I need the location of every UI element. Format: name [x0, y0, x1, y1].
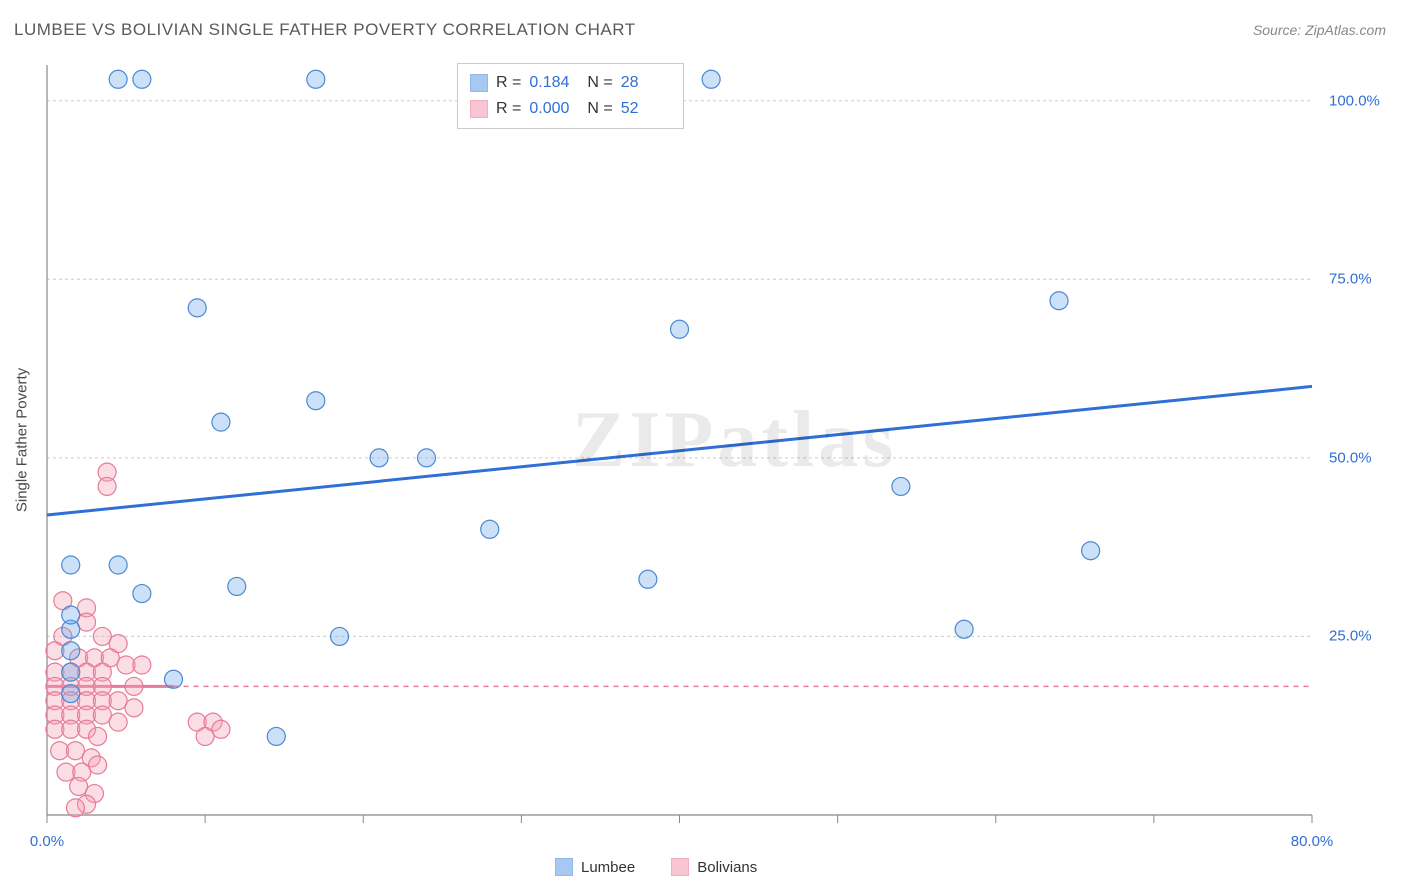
chart-title: LUMBEE VS BOLIVIAN SINGLE FATHER POVERTY… — [14, 20, 636, 40]
bolivians-n-value: 52 — [621, 100, 671, 118]
scatter-plot — [42, 55, 1317, 845]
n-label: N = — [587, 100, 612, 118]
source-label: Source: ZipAtlas.com — [1253, 22, 1386, 38]
stats-row-lumbee: R = 0.184 N = 28 — [470, 70, 671, 96]
y-tick-label: 50.0% — [1329, 449, 1398, 466]
lumbee-n-value: 28 — [621, 74, 671, 92]
x-tick-label: 80.0% — [1291, 833, 1334, 850]
stats-box: R = 0.184 N = 28 R = 0.000 N = 52 — [457, 63, 684, 129]
bolivians-swatch-icon — [470, 100, 488, 118]
lumbee-legend-label: Lumbee — [581, 859, 635, 876]
bottom-legend: Lumbee Bolivians — [555, 858, 757, 876]
chart-area: ZIPatlas R = 0.184 N = 28 R = 0.000 N = … — [42, 55, 1317, 845]
y-axis-label: Single Father Poverty — [14, 368, 31, 512]
bolivians-legend-label: Bolivians — [697, 859, 757, 876]
stats-row-bolivians: R = 0.000 N = 52 — [470, 96, 671, 122]
lumbee-r-value: 0.184 — [529, 74, 579, 92]
r-label: R = — [496, 74, 521, 92]
x-tick-label: 0.0% — [30, 833, 64, 850]
bolivians-r-value: 0.000 — [529, 100, 579, 118]
lumbee-swatch-icon — [470, 74, 488, 92]
n-label: N = — [587, 74, 612, 92]
y-tick-label: 25.0% — [1329, 628, 1398, 645]
lumbee-legend-swatch-icon — [555, 858, 573, 876]
r-label: R = — [496, 100, 521, 118]
bolivians-legend-swatch-icon — [671, 858, 689, 876]
y-tick-label: 75.0% — [1329, 271, 1398, 288]
y-tick-label: 100.0% — [1329, 92, 1398, 109]
